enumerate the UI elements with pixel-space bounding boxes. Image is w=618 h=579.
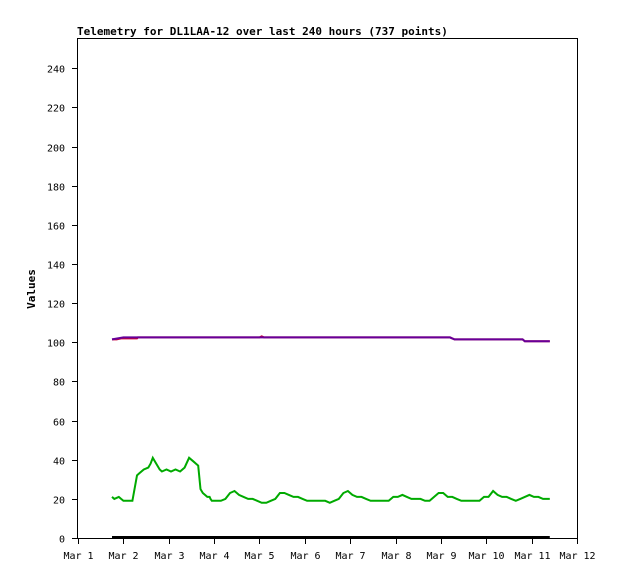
x-tick-label: Mar 8 — [381, 551, 411, 562]
x-tick-label: Mar 10 — [468, 551, 504, 562]
x-axis-ticks: Mar 1 Mar 2 Mar 3 Mar 4 Mar 5 Mar 6 Mar 7 Mar 8… — [63, 538, 596, 562]
y-axis-label: Values — [25, 269, 38, 309]
x-tick-label: Mar 3 — [154, 551, 184, 562]
y-tick-label: 80 — [53, 378, 65, 389]
y-tick-label: 100 — [47, 339, 65, 350]
y-tick-label: 120 — [47, 300, 65, 311]
series-line-4 — [111, 455, 550, 504]
chart-title: Telemetry for DL1LAA-12 over last 240 ho… — [77, 25, 448, 38]
y-tick-label: 20 — [53, 496, 65, 507]
y-tick-label: 40 — [53, 457, 65, 468]
plot-frame — [77, 38, 578, 539]
x-tick-label: Mar 11 — [514, 551, 550, 562]
x-tick-label: Mar 1 — [63, 551, 93, 562]
x-tick-label: Mar 7 — [335, 551, 365, 562]
x-tick-label: Mar 9 — [426, 551, 456, 562]
y-tick-label: 160 — [47, 222, 65, 233]
x-tick-label: Mar 6 — [290, 551, 320, 562]
y-tick-label: 220 — [47, 104, 65, 115]
y-tick-label: 140 — [47, 261, 65, 272]
y-tick-label: 60 — [53, 418, 65, 429]
x-tick-label: Mar 4 — [199, 551, 229, 562]
series-line-2 — [111, 336, 550, 343]
y-tick-label: 0 — [59, 535, 65, 546]
series-layer — [111, 335, 550, 538]
x-tick-label: Mar 2 — [108, 551, 138, 562]
y-tick-label: 180 — [47, 183, 65, 194]
x-tick-label: Mar 12 — [559, 551, 595, 562]
x-tick-label: Mar 5 — [244, 551, 274, 562]
y-tick-label: 200 — [47, 144, 65, 155]
y-axis-ticks: 0 20 40 60 80 100 120 140 160 180 200 220 240 — [47, 65, 78, 546]
y-tick-label: 240 — [47, 65, 65, 76]
